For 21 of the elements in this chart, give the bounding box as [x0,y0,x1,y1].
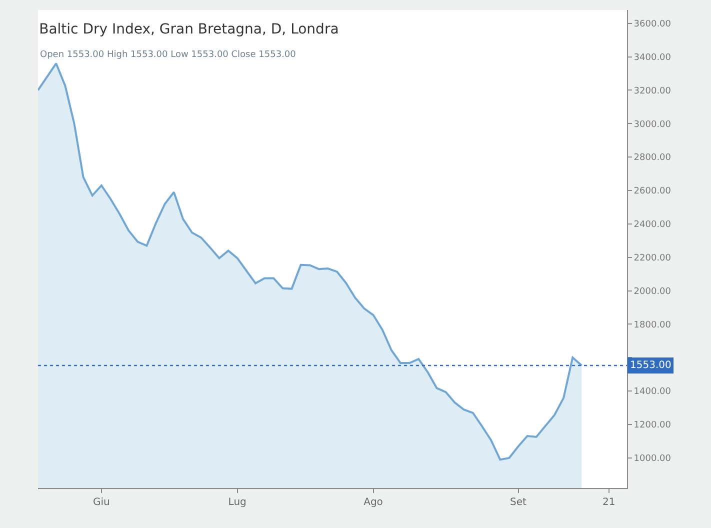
y-tick-label: 1800.00 [634,320,672,330]
y-tick-label: 2400.00 [634,220,672,230]
y-tick-label: 3000.00 [634,120,672,130]
y-tick-label: 2600.00 [634,186,672,197]
y-tick-label: 2200.00 [634,254,672,264]
y-tick-label: 2800.00 [634,153,672,164]
y-tick-label: 2000.00 [634,286,672,297]
x-tick-label: 21 [602,497,616,508]
x-tick-label: Ago [364,497,383,508]
x-tick-label: Set [510,497,527,508]
y-tick-label: 1000.00 [634,454,672,464]
text: Baltic Dry Index, Gran Bretagna, D, Londra [39,22,339,38]
x-tick-label: Lug [228,497,246,508]
x-tick-label: Giu [92,497,110,508]
y-tick-label: 1200.00 [634,420,672,431]
y-tick-label: 1400.00 [634,387,672,398]
ref-line-label: 1553.00 [630,360,672,371]
y-tick-label: 3200.00 [634,86,672,96]
y-tick-label: 3600.00 [634,20,672,30]
y-tick-label: 3400.00 [634,52,672,63]
annotation: Open 1553.00 High 1553.00 Low 1553.00 Close 1553.00 [40,50,296,60]
